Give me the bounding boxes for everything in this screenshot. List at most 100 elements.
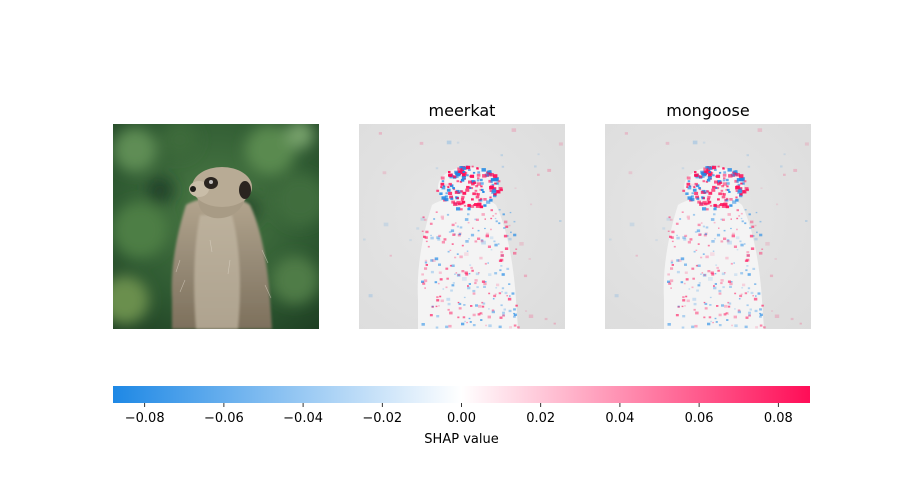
shap-pixel — [793, 168, 798, 172]
shap-pixel — [461, 174, 466, 178]
shap-pixel — [492, 298, 495, 300]
shap-pixel — [515, 248, 518, 250]
shap-pixel — [725, 199, 729, 202]
shap-pixel — [473, 204, 476, 206]
shap-pixel — [489, 236, 494, 240]
shap-pixel — [462, 166, 467, 170]
shap-pixel — [692, 188, 697, 192]
shap-pixel — [502, 311, 505, 314]
shap-pixel — [731, 232, 735, 235]
shap-pixel — [438, 263, 441, 266]
shap-pixel — [710, 252, 715, 256]
shap-pixel — [624, 132, 628, 135]
shap-pixel — [492, 174, 498, 178]
shap-pixel — [450, 197, 454, 200]
shap-pixel — [448, 174, 451, 177]
shap-pixel — [714, 283, 717, 285]
shap-pixel — [688, 288, 691, 290]
shap-pixel — [708, 316, 712, 319]
shap-pixel — [726, 185, 729, 188]
shap-pixel — [483, 282, 487, 286]
shap-pixel — [676, 234, 678, 236]
shap-pixel — [422, 216, 425, 219]
shap-pixel — [727, 305, 731, 308]
shap-pixel — [432, 259, 436, 262]
shap-pixel — [452, 188, 456, 191]
shap-pixel — [763, 326, 766, 329]
shap-pixel — [481, 280, 485, 283]
shap-pixel — [438, 234, 442, 238]
shap-pixel — [614, 294, 619, 298]
shap-pixel — [474, 240, 478, 243]
shap-pixel — [452, 233, 456, 236]
shap-pixel — [484, 262, 487, 265]
shap-pixel — [463, 204, 467, 207]
shap-pixel — [456, 141, 460, 144]
shap-pixel — [464, 252, 469, 256]
shap-pixel — [702, 207, 707, 211]
shap-pixel — [704, 202, 708, 206]
shap-pixel — [504, 291, 508, 295]
shap-pixel — [447, 186, 450, 188]
shap-pixel — [465, 188, 470, 192]
shap-pixel — [748, 314, 751, 316]
shap-pixel — [493, 178, 498, 182]
shap-pixel — [738, 215, 741, 217]
shap-pixel — [469, 264, 472, 266]
shap-pixel — [717, 165, 720, 168]
shap-pixel — [449, 264, 452, 267]
shap-pixel — [476, 179, 480, 182]
shap-pixel — [750, 291, 754, 295]
shap-pixel — [733, 315, 737, 319]
shap-pixel — [503, 234, 508, 238]
shap-pixel — [738, 298, 741, 300]
shap-pixel — [511, 128, 517, 132]
shap-pixel — [443, 238, 447, 241]
shap-pixel — [475, 185, 479, 188]
shap-pixel — [655, 239, 658, 242]
shap-pixel — [495, 220, 498, 223]
shap-pixel — [446, 297, 451, 301]
shap-pixel — [457, 190, 462, 194]
shap-pixel — [703, 234, 707, 237]
shap-pixel — [692, 213, 696, 216]
shap-pixel — [703, 316, 706, 319]
shap-pixel — [491, 309, 495, 312]
shap-pixel — [735, 189, 739, 192]
shap-pixel — [737, 190, 742, 194]
shap-pixel — [721, 192, 724, 195]
shap-pixel — [509, 326, 512, 329]
shap-pixel — [720, 218, 723, 221]
shap-pixel — [700, 190, 705, 194]
shap-pixel — [440, 186, 443, 188]
shap-pixel — [445, 325, 449, 329]
shap-pixel — [735, 196, 738, 199]
shap-pixel — [488, 179, 492, 183]
shap-pixel — [472, 324, 476, 327]
shap-pixel — [421, 323, 425, 326]
shap-pixel — [697, 200, 702, 204]
shap-pixel — [478, 272, 480, 274]
shap-pixel — [484, 281, 487, 283]
shap-pixel — [729, 285, 732, 288]
shap-pixel — [718, 313, 722, 317]
shap-pixel — [712, 185, 716, 189]
shap-pixel — [424, 287, 426, 289]
shap-pixel — [725, 197, 729, 200]
shap-pixel — [677, 305, 680, 308]
shap-pixel — [486, 170, 490, 173]
shap-pixel — [687, 196, 692, 200]
shap-pixel — [460, 178, 465, 182]
shap-pixel — [470, 233, 475, 237]
colorbar-tick-label: 0.08 — [764, 411, 793, 426]
shap-pixel — [736, 228, 738, 231]
shap-pixel — [383, 222, 389, 227]
shap-pixel — [470, 305, 473, 307]
original-image-panel — [113, 124, 319, 329]
shap-pixel — [692, 297, 697, 301]
shap-pixel — [547, 168, 552, 172]
shap-pixel — [456, 273, 461, 277]
shap-pixel — [735, 236, 740, 240]
shap-pixel — [444, 198, 449, 202]
